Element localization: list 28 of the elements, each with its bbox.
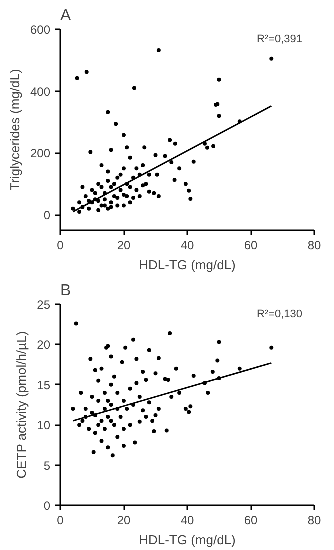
y-tick-label: 400: [30, 84, 51, 99]
x-tick-label: 60: [244, 238, 258, 252]
x-tick-label: 40: [180, 238, 194, 252]
y-tick-label: 20: [37, 338, 51, 352]
annotation: R²=0,130: [256, 308, 303, 320]
annotation: R²=0,391: [256, 34, 303, 46]
x-axis-title: HDL-TG (mg/dL): [139, 258, 236, 272]
chart-title: A: [60, 8, 72, 24]
x-axis-title: HDL-TG (mg/dL): [139, 532, 236, 548]
y-tick-label: 0: [44, 208, 51, 223]
y-axis-title: Triglycerides (mg/dL): [7, 69, 22, 191]
chart-title: B: [60, 282, 72, 300]
y-tick-label: 600: [30, 23, 51, 37]
y-tick-label: 10: [37, 418, 51, 433]
x-tick-label: 80: [308, 238, 322, 252]
y-tick-label: 25: [37, 298, 51, 312]
y-tick-label: 15: [37, 378, 51, 392]
x-tick-label: 20: [117, 514, 131, 528]
x-tick-label: 40: [180, 514, 194, 528]
x-tick-label: 60: [244, 514, 258, 528]
y-tick-label: 200: [30, 146, 51, 161]
x-tick-label: 0: [57, 238, 64, 252]
x-tick-label: 80: [308, 514, 322, 528]
y-tick-label: 5: [44, 458, 51, 473]
x-tick-label: 0: [57, 514, 64, 528]
x-tick-label: 20: [117, 238, 131, 252]
y-tick-label: 0: [44, 499, 51, 513]
y-axis-title: CETP activity (pmol/h/µL): [14, 331, 30, 479]
